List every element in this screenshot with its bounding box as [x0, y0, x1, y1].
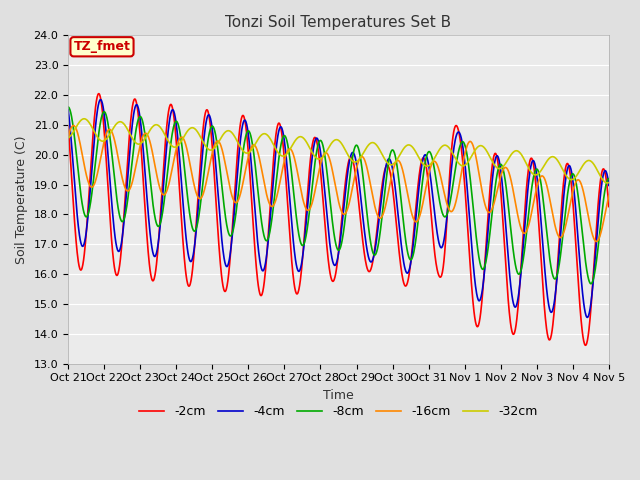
-16cm — [593, 239, 600, 244]
-4cm — [584, 314, 591, 320]
-16cm — [541, 177, 549, 182]
-16cm — [70, 122, 77, 128]
-2cm — [245, 162, 253, 168]
-32cm — [172, 144, 179, 150]
-8cm — [587, 281, 595, 287]
Line: -32cm: -32cm — [68, 119, 609, 183]
-2cm — [605, 204, 612, 209]
-2cm — [95, 91, 102, 96]
-32cm — [541, 161, 549, 167]
-16cm — [605, 192, 612, 198]
-16cm — [423, 181, 431, 187]
Title: Tonzi Soil Temperatures Set B: Tonzi Soil Temperatures Set B — [225, 15, 452, 30]
-8cm — [184, 201, 192, 207]
-4cm — [97, 97, 104, 103]
-2cm — [64, 123, 72, 129]
-32cm — [185, 127, 193, 132]
-32cm — [245, 149, 253, 155]
Legend: -2cm, -4cm, -8cm, -16cm, -32cm: -2cm, -4cm, -8cm, -16cm, -32cm — [134, 400, 543, 423]
Line: -16cm: -16cm — [68, 125, 609, 241]
-32cm — [493, 165, 501, 171]
-16cm — [493, 187, 501, 193]
-32cm — [80, 116, 88, 121]
Line: -2cm: -2cm — [68, 94, 609, 345]
Line: -4cm: -4cm — [68, 100, 609, 317]
-32cm — [64, 135, 72, 141]
-2cm — [541, 312, 549, 317]
-8cm — [245, 128, 253, 134]
-8cm — [493, 172, 500, 178]
-2cm — [423, 167, 431, 172]
-4cm — [493, 153, 501, 159]
-32cm — [605, 180, 612, 185]
-16cm — [64, 134, 72, 140]
X-axis label: Time: Time — [323, 389, 354, 402]
-32cm — [423, 163, 431, 169]
-8cm — [605, 176, 612, 181]
-16cm — [172, 149, 179, 155]
-4cm — [172, 117, 179, 122]
-4cm — [185, 254, 193, 260]
-4cm — [605, 182, 612, 188]
-8cm — [64, 104, 72, 110]
-16cm — [245, 150, 253, 156]
-2cm — [172, 131, 179, 137]
Line: -8cm: -8cm — [68, 107, 609, 284]
-4cm — [245, 140, 253, 145]
-2cm — [582, 342, 589, 348]
-4cm — [64, 107, 72, 112]
-8cm — [172, 119, 179, 125]
-4cm — [423, 154, 431, 159]
-16cm — [185, 155, 193, 161]
-2cm — [185, 283, 193, 289]
-4cm — [541, 269, 549, 275]
-8cm — [541, 210, 548, 216]
Y-axis label: Soil Temperature (C): Soil Temperature (C) — [15, 135, 28, 264]
-2cm — [493, 156, 501, 162]
-32cm — [604, 180, 611, 186]
-8cm — [422, 155, 430, 160]
Text: TZ_fmet: TZ_fmet — [74, 40, 131, 53]
